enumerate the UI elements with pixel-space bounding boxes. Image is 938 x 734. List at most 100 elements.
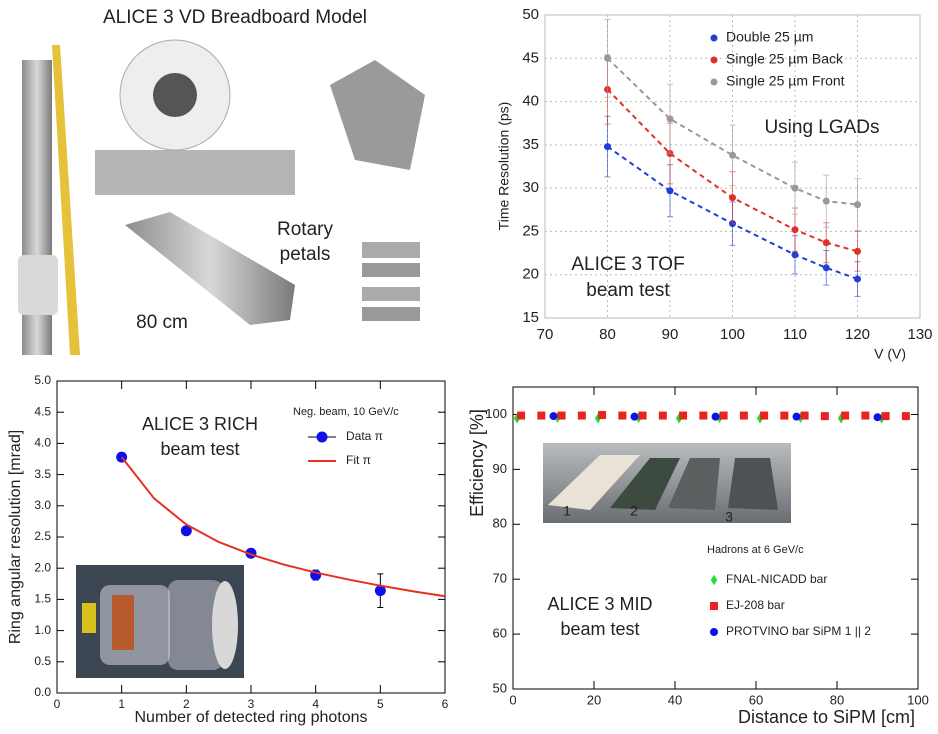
marker xyxy=(699,412,707,420)
y-axis-label: Efficiency [%] xyxy=(467,409,487,517)
marker xyxy=(823,198,830,205)
x-tick-label: 120 xyxy=(845,326,870,343)
mid-inset-photo xyxy=(543,443,791,523)
marker xyxy=(740,412,748,420)
y-axis-label: Ring angular resolution [mrad] xyxy=(7,430,24,644)
small-petal xyxy=(362,287,420,301)
marker xyxy=(854,201,861,208)
sensor xyxy=(82,603,96,633)
photo-label: Rotary xyxy=(277,219,333,240)
small-petal xyxy=(362,263,420,277)
x-tick-label: 130 xyxy=(907,326,932,343)
x-axis-label: Distance to SiPM [cm] xyxy=(738,707,915,727)
marker xyxy=(882,412,890,420)
petal-photo xyxy=(330,60,425,170)
disk-core xyxy=(153,73,197,117)
x-tick-label: 20 xyxy=(587,692,601,707)
annotation: ALICE 3 RICH xyxy=(142,414,258,434)
annotation: Using LGADs xyxy=(764,117,879,138)
y-tick-label: 50 xyxy=(493,680,507,695)
legend-label: Single 25 µm Front xyxy=(726,73,845,89)
x-tick-label: 1 xyxy=(118,697,125,711)
x-tick-label: 0 xyxy=(509,692,516,707)
legend-title: Hadrons at 6 GeV/c xyxy=(707,544,804,556)
y-tick-label: 3.5 xyxy=(34,467,51,481)
marker xyxy=(667,187,674,194)
y-tick-label: 30 xyxy=(522,179,539,196)
marker xyxy=(578,412,586,420)
annotation: ALICE 3 MID xyxy=(547,594,652,614)
marker xyxy=(841,412,849,420)
legend-label: EJ-208 bar xyxy=(726,598,785,612)
vessel xyxy=(100,585,170,665)
marker xyxy=(618,412,626,420)
x-tick-label: 60 xyxy=(749,692,763,707)
y-tick-label: 100 xyxy=(485,406,507,421)
petal-bar xyxy=(125,212,295,325)
marker xyxy=(679,412,687,420)
marker xyxy=(604,143,611,150)
marker xyxy=(729,194,736,201)
scint-bar xyxy=(728,458,778,510)
sensor-plate xyxy=(112,595,134,650)
y-tick-label: 3.0 xyxy=(34,498,51,512)
marker xyxy=(902,412,910,420)
marker xyxy=(780,412,788,420)
marker xyxy=(604,55,611,62)
small-petal xyxy=(362,242,420,258)
marker xyxy=(517,412,525,420)
annotation: 3 xyxy=(725,509,733,525)
x-tick-label: 5 xyxy=(377,697,384,711)
photo-title: ALICE 3 VD Breadboard Model xyxy=(103,7,367,28)
y-tick-label: 80 xyxy=(493,516,507,531)
marker xyxy=(823,264,830,271)
y-tick-label: 40 xyxy=(522,93,539,110)
photo-panel: ALICE 3 VD Breadboard Model Rotary petal… xyxy=(18,7,425,355)
y-tick-label: 15 xyxy=(522,309,539,326)
legend-marker xyxy=(710,602,718,610)
legend-label: FNAL-NICADD bar xyxy=(726,572,827,586)
base-plate xyxy=(95,150,295,195)
marker xyxy=(793,413,801,421)
x-axis-label: Number of detected ring photons xyxy=(134,709,367,726)
y-tick-label: 2.5 xyxy=(34,529,51,543)
y-tick-label: 20 xyxy=(522,266,539,283)
marker xyxy=(598,411,606,419)
marker xyxy=(861,412,869,420)
annotation: 1 xyxy=(563,503,571,519)
legend-marker xyxy=(317,432,328,443)
legend-label: Double 25 µm xyxy=(726,29,813,45)
x-tick-label: 40 xyxy=(668,692,682,707)
marker xyxy=(667,115,674,122)
rich-inset-photo xyxy=(76,565,244,678)
photo-label: petals xyxy=(280,244,331,265)
legend-label: Data π xyxy=(346,429,383,443)
y-tick-label: 50 xyxy=(522,6,539,23)
marker xyxy=(854,276,861,283)
annotation: 2 xyxy=(630,503,638,519)
small-petal xyxy=(362,307,420,321)
x-axis-label: V (V) xyxy=(874,346,906,362)
legend-marker xyxy=(711,35,718,42)
marker xyxy=(854,248,861,255)
y-tick-label: 2.0 xyxy=(34,560,51,574)
marker xyxy=(792,251,799,258)
marker xyxy=(558,412,566,420)
legend-label: Fit π xyxy=(346,453,371,467)
y-tick-label: 0.5 xyxy=(34,654,51,668)
x-tick-label: 100 xyxy=(907,692,929,707)
legend-marker xyxy=(710,628,718,636)
x-tick-label: 100 xyxy=(720,326,745,343)
marker xyxy=(639,412,647,420)
legend-label: Single 25 µm Back xyxy=(726,51,844,67)
photo-label: 80 cm xyxy=(136,312,188,333)
x-tick-label: 6 xyxy=(442,697,449,711)
marker xyxy=(821,412,829,420)
y-tick-label: 1.5 xyxy=(34,592,51,606)
figure: ALICE 3 VD Breadboard Model Rotary petal… xyxy=(0,0,938,734)
legend-label: PROTVINO bar SiPM 1 || 2 xyxy=(726,624,871,638)
y-axis-label: Time Resolution (ps) xyxy=(496,102,512,231)
annotation: beam test xyxy=(560,619,639,639)
x-tick-label: 110 xyxy=(783,326,807,343)
annotation: ALICE 3 TOF xyxy=(571,254,684,275)
